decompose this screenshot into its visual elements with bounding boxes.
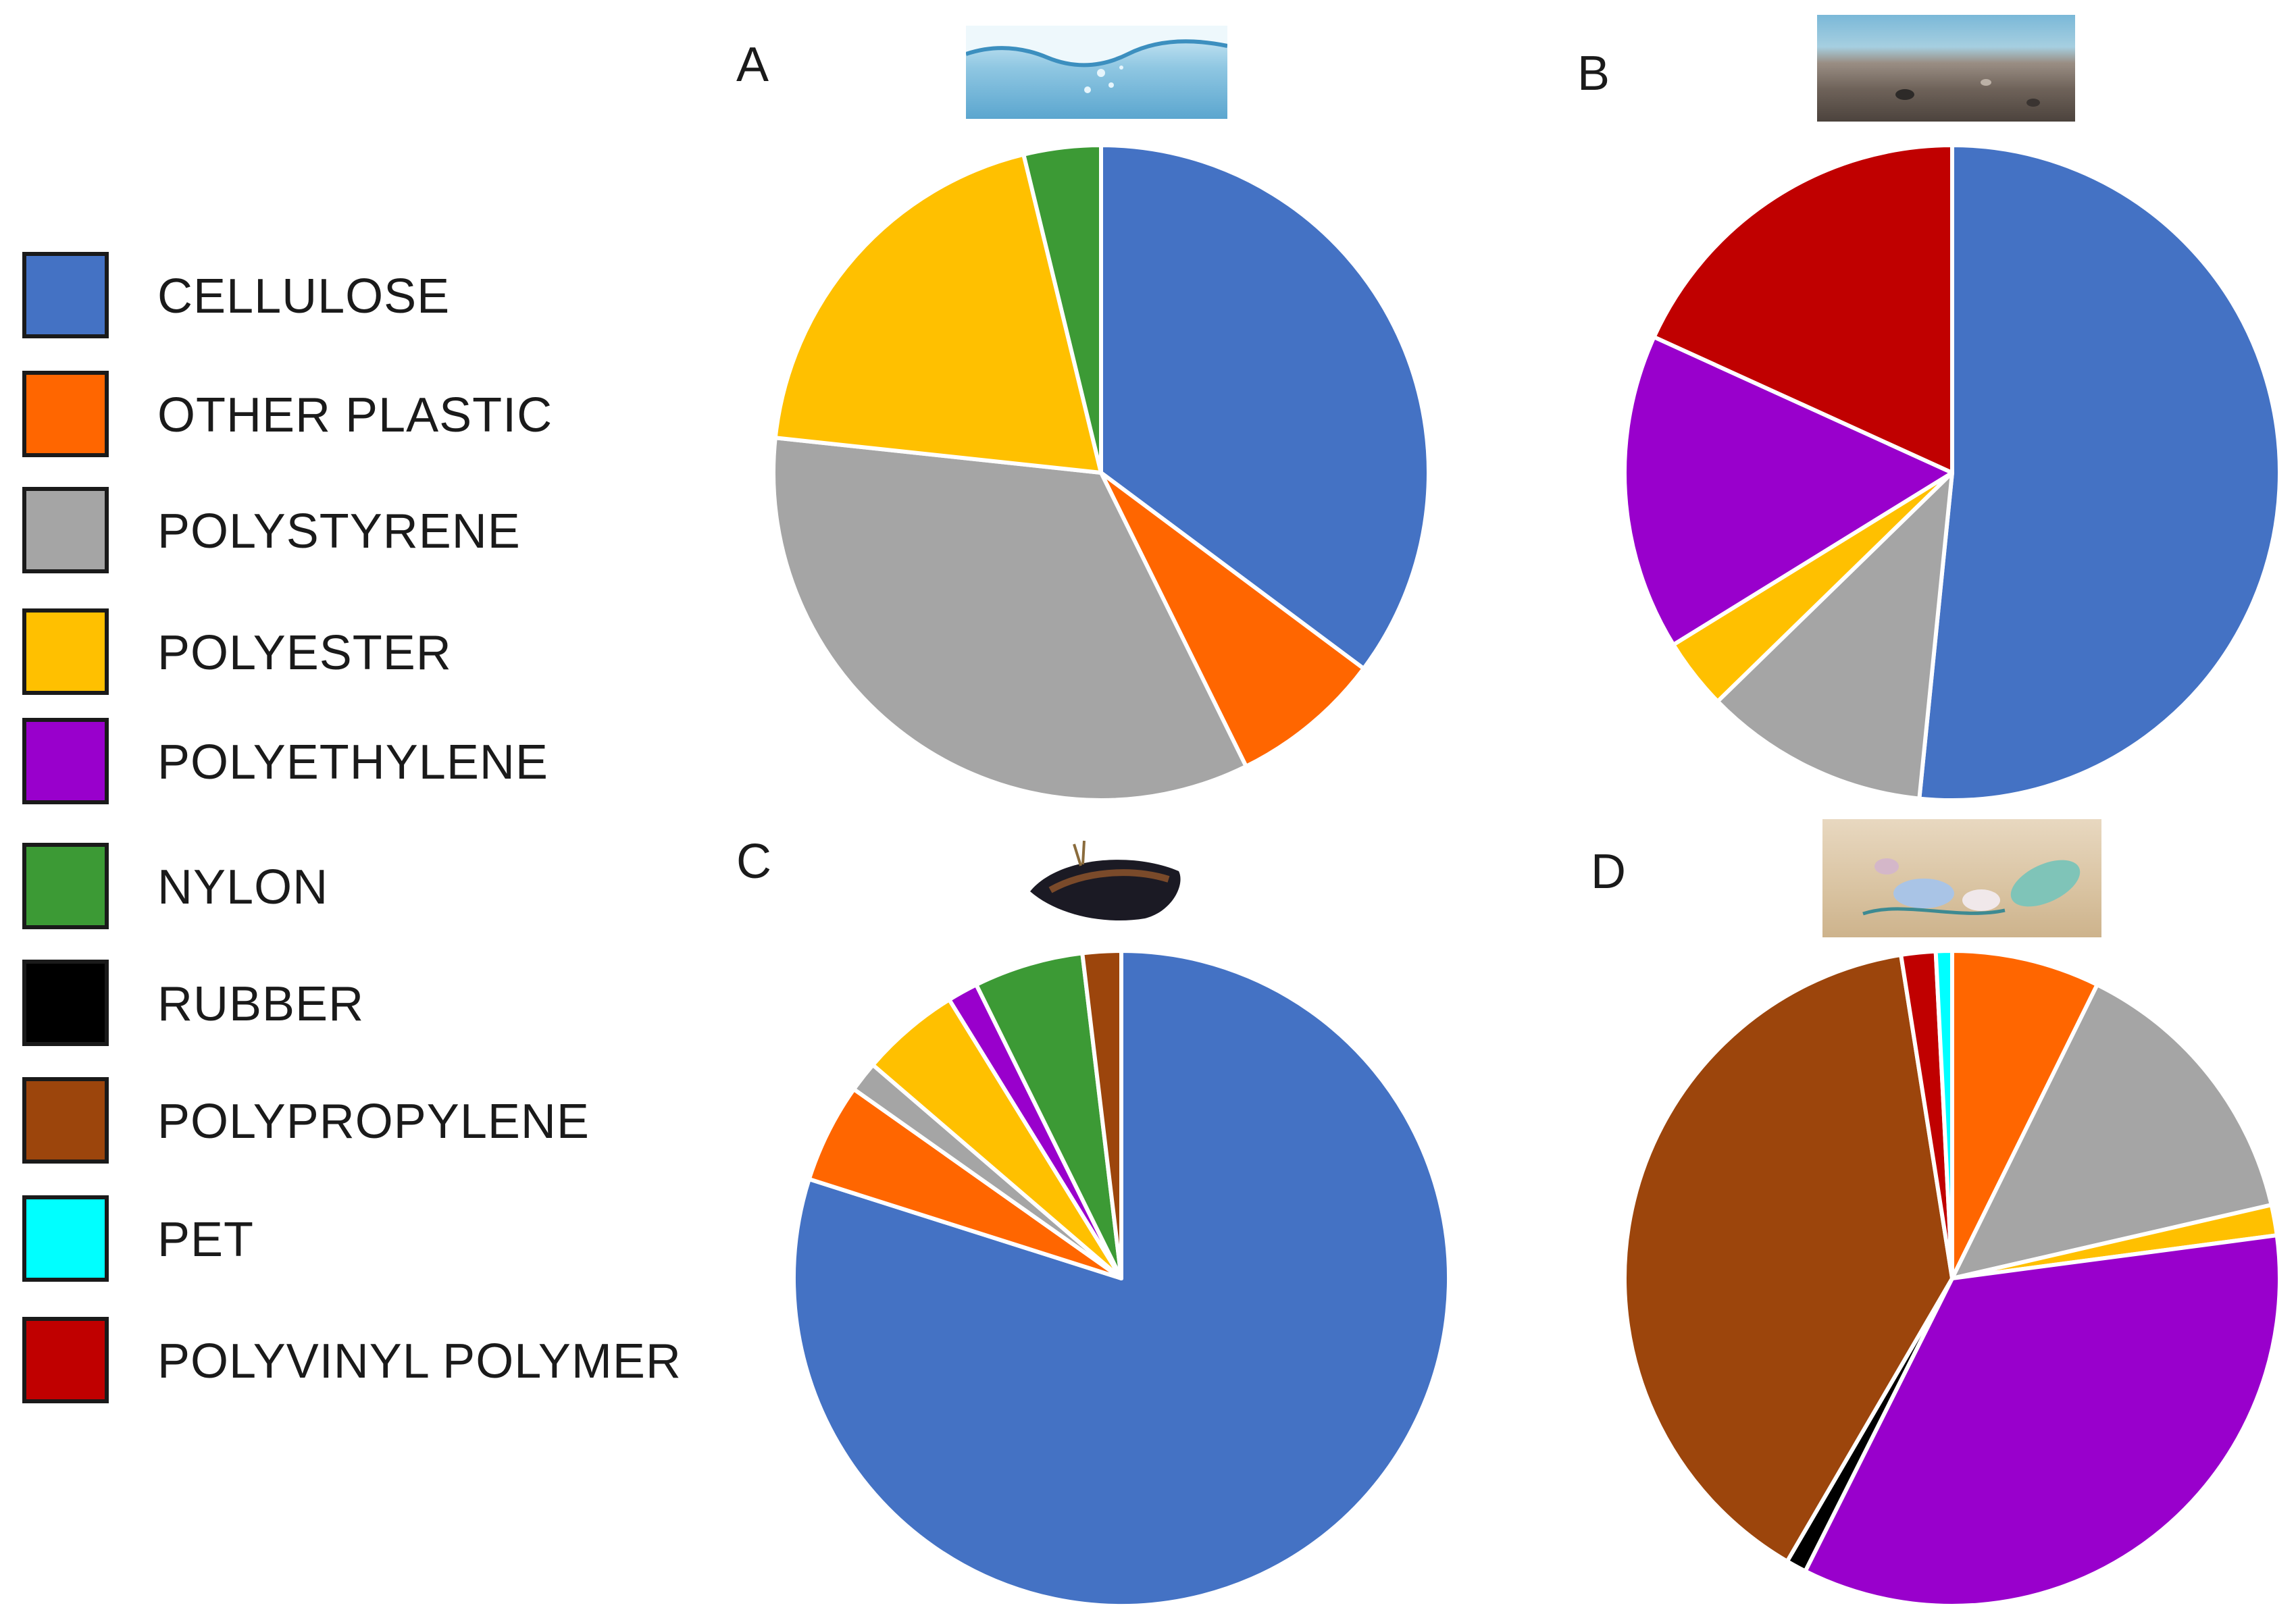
pie-slice-polystyrene (771, 436, 1248, 802)
legend-item: NYLON (22, 843, 698, 937)
pie-slice-nylon (974, 951, 1123, 1280)
legend-swatch (22, 608, 109, 695)
legend-item: POLYPROPYLENE (22, 1077, 698, 1172)
pie-slice-cellulose (1917, 143, 2282, 802)
pie-slice-polyester (773, 152, 1103, 475)
mussel-icon (1017, 831, 1189, 939)
water-icon (966, 26, 1227, 119)
pie-slice-polypropylene (1623, 952, 1954, 1563)
legend-item: RUBBER (22, 960, 698, 1054)
sediment-icon (1817, 15, 2075, 122)
pie-slice-polystyrene (1715, 471, 1954, 801)
legend-label: POLYVINYL POLYMER (157, 1334, 682, 1388)
legend-label: POLYSTYRENE (157, 504, 521, 558)
legend-label: PET (157, 1213, 255, 1267)
pie-slice-cellulose (792, 949, 1451, 1608)
panel-label-d: D (1591, 845, 1626, 899)
legend-swatch (22, 1077, 109, 1164)
legend-label: OTHER PLASTIC (157, 388, 553, 442)
pie-slice-polypropylene (1080, 949, 1123, 1280)
legend-swatch (22, 1317, 109, 1403)
pie-slice-polyethylene (1803, 1233, 2282, 1608)
beach-litter-icon (1822, 819, 2101, 937)
legend-label: RUBBER (157, 977, 365, 1031)
pie-slice-polystyrene (1950, 983, 2274, 1280)
pie-slice-other-plastic (1950, 949, 2099, 1280)
pie-slice-nylon (1021, 143, 1103, 475)
legend-swatch (22, 371, 109, 457)
pie-slice-pet (1933, 948, 1954, 1280)
panel-label-c: C (736, 835, 771, 889)
pie-d (1623, 948, 2282, 1608)
pie-c (792, 949, 1451, 1608)
legend-item: PET (22, 1195, 698, 1290)
legend-item: OTHER PLASTIC (22, 371, 698, 465)
panel-label-b: B (1577, 47, 1610, 101)
legend-swatch (22, 843, 109, 929)
legend-item: POLYVINYL POLYMER (22, 1317, 698, 1411)
legend-swatch (22, 718, 109, 804)
legend-swatch (22, 252, 109, 338)
legend-item: POLYESTER (22, 608, 698, 703)
legend-label: CELLULOSE (157, 269, 451, 323)
pie-b (1623, 143, 2282, 802)
legend-label: POLYETHYLENE (157, 735, 549, 789)
legend-label: NYLON (157, 860, 329, 914)
legend-label: POLYPROPYLENE (157, 1095, 590, 1149)
legend-label: POLYESTER (157, 626, 452, 680)
pie-a (771, 143, 1431, 802)
legend-item: CELLULOSE (22, 252, 698, 346)
pie-slice-polyethylene (1623, 335, 1954, 647)
legend-item: POLYSTYRENE (22, 487, 698, 581)
legend-swatch (22, 1195, 109, 1282)
pie-slice-polyvinyl-polymer (1652, 143, 1954, 475)
panel-label-a: A (736, 38, 769, 92)
legend-item: POLYETHYLENE (22, 718, 698, 812)
legend-swatch (22, 487, 109, 573)
pie-slice-cellulose (1099, 143, 1431, 671)
pie-slice-other-plastic (1099, 471, 1366, 769)
legend-swatch (22, 960, 109, 1046)
